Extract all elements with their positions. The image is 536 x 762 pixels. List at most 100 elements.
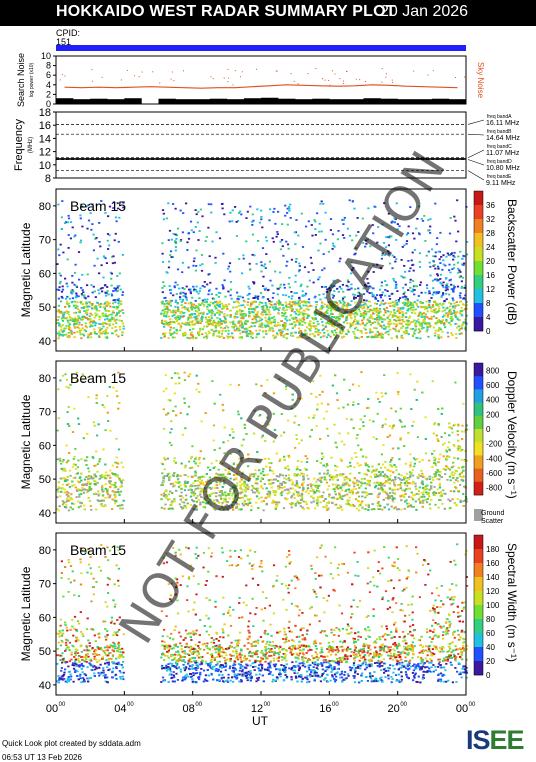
power-cell [112, 255, 114, 257]
velocity-cell [364, 415, 366, 417]
power-cell [417, 300, 419, 302]
power-cell [408, 308, 410, 310]
power-cell [428, 304, 430, 306]
power-cell [431, 310, 433, 312]
power-cell [457, 272, 459, 274]
power-cell [163, 213, 165, 215]
power-cell [429, 262, 431, 264]
power-cell [289, 302, 291, 304]
velocity-cell [410, 504, 412, 506]
velocity-cell [414, 463, 416, 465]
power-cell [199, 230, 201, 232]
velocity-cell [349, 462, 351, 464]
power-cell [176, 333, 178, 335]
noise-dot [356, 79, 357, 80]
power-cell [247, 335, 249, 337]
power-cell [332, 243, 334, 245]
power-cell [290, 217, 292, 219]
power-cell [118, 305, 120, 307]
power-cell [73, 284, 75, 286]
power-cell [121, 309, 123, 311]
power-cell [318, 231, 320, 233]
power-cell [92, 322, 94, 324]
power-cell [361, 336, 363, 338]
power-colorbar-segment [474, 303, 483, 317]
power-cell [162, 209, 164, 211]
power-cell [360, 331, 362, 333]
power-cell [377, 336, 379, 338]
velocity-cell [64, 373, 66, 375]
power-cell [414, 312, 416, 314]
velocity-cell [377, 413, 379, 415]
power-cell [290, 314, 292, 316]
power-cell [458, 270, 460, 272]
freq-band-pointer [468, 150, 484, 158]
power-cell [191, 334, 193, 336]
power-cell [461, 280, 463, 282]
power-cell [409, 267, 411, 269]
power-cell [407, 260, 409, 262]
power-cell [65, 298, 67, 300]
power-cell [82, 289, 84, 291]
power-cell [442, 292, 444, 294]
velocity-cell [406, 488, 408, 490]
power-cell [260, 313, 262, 315]
velocity-cell [258, 498, 260, 500]
power-cell [411, 312, 413, 314]
power-cell [290, 291, 292, 293]
power-cell [172, 294, 174, 296]
power-cell [449, 306, 451, 308]
noise-dot [213, 78, 214, 79]
noise-frame [56, 56, 466, 104]
velocity-cell [306, 475, 308, 477]
power-cell [301, 301, 303, 303]
velocity-cell [117, 488, 119, 490]
power-cell [400, 327, 402, 329]
power-cell [201, 312, 203, 314]
power-cell [279, 325, 281, 327]
power-cell [285, 265, 287, 267]
power-cell [73, 324, 75, 326]
power-cell [252, 214, 254, 216]
power-cell [304, 301, 306, 303]
power-cell [169, 301, 171, 303]
power-cell [245, 315, 247, 317]
power-cell [160, 337, 162, 339]
power-cell [274, 322, 276, 324]
velocity-cell [438, 471, 440, 473]
velocity-cell [291, 507, 293, 509]
velocity-cell [401, 426, 403, 428]
velocity-cell [297, 460, 299, 462]
power-cell [198, 315, 200, 317]
power-cell [247, 211, 249, 213]
power-cell [179, 296, 181, 298]
noise-dot [365, 81, 366, 82]
power-cell [375, 327, 377, 329]
velocity-cell [90, 505, 92, 507]
power-cell [289, 319, 291, 321]
velocity-cell [459, 484, 461, 486]
velocity-cell [422, 476, 424, 478]
power-cell [459, 276, 461, 278]
velocity-cell [193, 461, 195, 463]
power-cell [388, 315, 390, 317]
power-cell [215, 231, 217, 233]
noise-bar [124, 98, 141, 104]
power-cell [109, 302, 111, 304]
power-cell [405, 298, 407, 300]
power-cell [243, 331, 245, 333]
power-cell [190, 221, 192, 223]
power-cell [332, 248, 334, 250]
power-cell [273, 307, 275, 309]
power-cell [58, 325, 60, 327]
velocity-cell [294, 497, 296, 499]
power-colorbar-tick: 24 [486, 243, 495, 252]
power-cell [241, 272, 243, 274]
power-cell [89, 315, 91, 317]
power-cell [205, 317, 207, 319]
power-cell [443, 282, 445, 284]
power-cell [202, 300, 204, 302]
power-cell [239, 333, 241, 335]
power-cell [387, 317, 389, 319]
power-cell [455, 312, 457, 314]
